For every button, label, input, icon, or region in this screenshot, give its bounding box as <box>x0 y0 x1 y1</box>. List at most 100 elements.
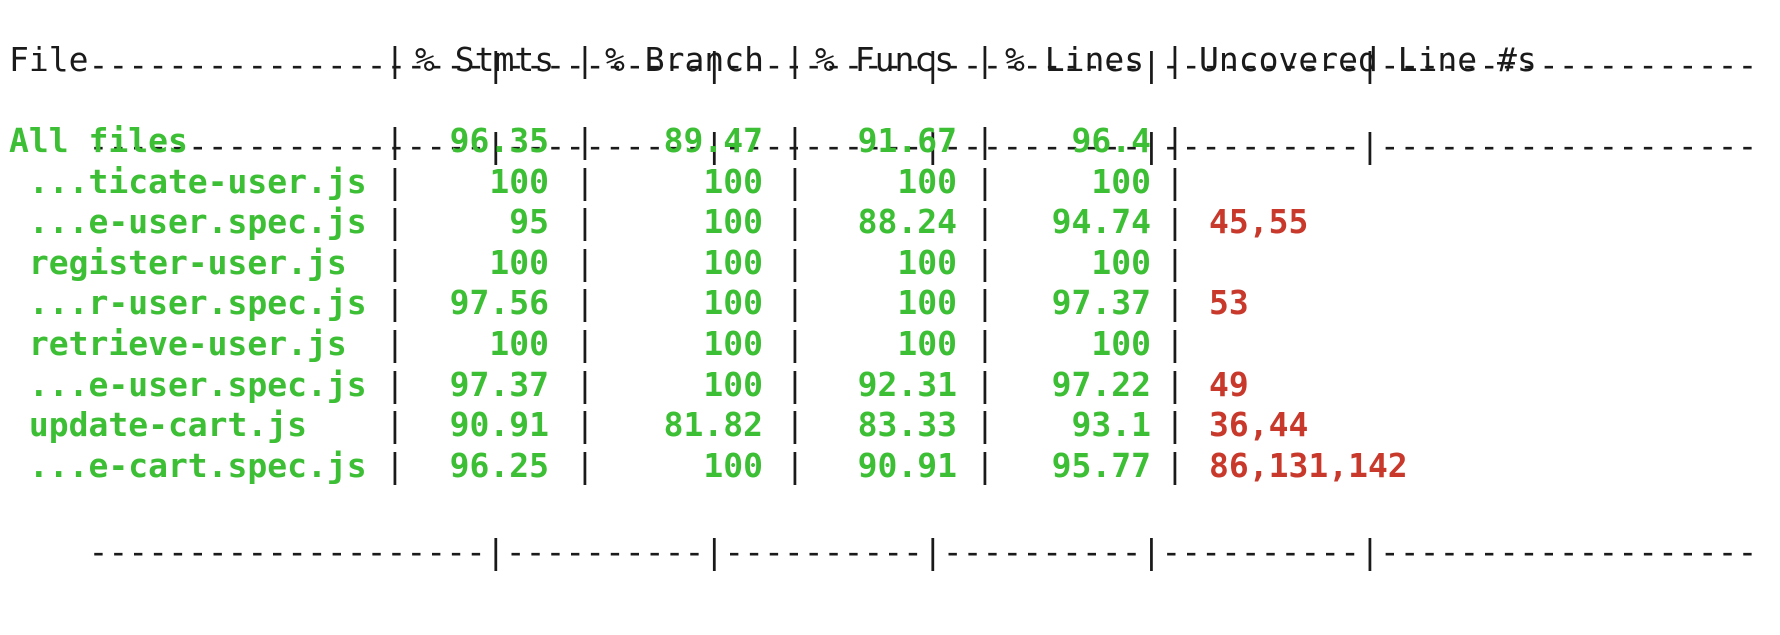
column-divider: | <box>385 161 405 201</box>
column-divider: | <box>1165 202 1185 242</box>
table-row: ...e-user.spec.js 95 100 88.24 94.74 45,55 | | |… <box>9 199 1769 245</box>
column-divider: | <box>785 364 805 404</box>
cell-branch: 100 <box>703 242 763 282</box>
cell-funcs: 90.91 <box>857 445 957 485</box>
cell-lines: 95.77 <box>1051 445 1151 485</box>
cell-file: ...r-user.spec.js <box>9 283 367 323</box>
header-uncovered: Uncovered Line #s <box>1199 40 1537 79</box>
table-row: ...e-user.spec.js 97.37 100 92.31 97.22 49 | | |… <box>9 362 1769 408</box>
cell-funcs: 100 <box>897 324 957 363</box>
cell-stmts: 96.25 <box>449 445 549 485</box>
table-row: retrieve-user.js 100 100 100 100 | | | | | <box>9 321 1769 367</box>
column-divider: | <box>975 324 995 363</box>
column-divider: | <box>785 283 805 323</box>
cell-lines: 100 <box>1091 242 1151 282</box>
table-row: ...r-user.spec.js 97.56 100 100 97.37 53 | | | | | <box>9 280 1769 326</box>
cell-funcs: 83.33 <box>857 405 957 445</box>
column-divider: | <box>1165 161 1185 201</box>
header-branch: % Branch <box>605 40 764 79</box>
column-divider: | <box>785 161 805 201</box>
coverage-report-terminal: --------------------|----------|--------… <box>9 37 1769 571</box>
column-divider: | <box>785 40 805 79</box>
table-row: All files 96.35 89.47 91.67 96.4 | | | | | <box>9 118 1769 164</box>
column-divider: | <box>385 445 405 485</box>
header-lines: % Lines <box>1005 40 1145 79</box>
column-divider: | <box>575 445 595 485</box>
cell-funcs: 100 <box>897 161 957 201</box>
column-divider: | <box>385 40 405 79</box>
column-divider: | <box>1165 445 1185 485</box>
cell-funcs: 91.67 <box>857 121 957 160</box>
column-divider: | <box>385 202 405 242</box>
column-divider: | <box>1165 364 1185 404</box>
cell-uncovered: 86,131,142 <box>1209 445 1408 485</box>
cell-stmts: 100 <box>489 161 549 201</box>
cell-stmts: 90.91 <box>449 405 549 445</box>
cell-lines: 97.22 <box>1051 364 1151 404</box>
table-header-row: File | % Stmts | % Branch | % Funcs | % … <box>9 37 1537 83</box>
column-divider: | <box>1165 121 1185 160</box>
table-row: ...ticate-user.js 100 100 100 100 | | | | | <box>9 159 1769 205</box>
cell-branch: 100 <box>703 202 763 242</box>
cell-lines: 93.1 <box>1071 405 1151 445</box>
cell-stmts: 100 <box>489 242 549 282</box>
cell-file: update-cart.js <box>9 405 308 445</box>
cell-branch: 89.47 <box>663 121 763 160</box>
column-divider: | <box>785 405 805 445</box>
cell-branch: 81.82 <box>663 405 763 445</box>
table-separator-header: --------------------|----------|--------… <box>9 77 1757 165</box>
cell-stmts: 95 <box>509 202 549 242</box>
column-divider: | <box>975 121 995 160</box>
cell-file: All files <box>9 121 188 160</box>
cell-stmts: 97.56 <box>449 283 549 323</box>
header-stmts: % Stmts <box>415 40 555 79</box>
cell-branch: 100 <box>703 364 763 404</box>
cell-funcs: 100 <box>897 242 957 282</box>
column-divider: | <box>1165 40 1185 79</box>
column-divider: | <box>785 242 805 282</box>
column-divider: | <box>575 324 595 363</box>
cell-uncovered: 49 <box>1209 364 1249 404</box>
cell-branch: 100 <box>703 161 763 201</box>
table-separator-bottom: --------------------|----------|--------… <box>9 483 1757 571</box>
column-divider: | <box>385 364 405 404</box>
column-divider: | <box>975 242 995 282</box>
column-divider: | <box>975 445 995 485</box>
column-divider: | <box>385 121 405 160</box>
column-divider: | <box>1165 283 1185 323</box>
table-row: register-user.js 100 100 100 100 | | | | | <box>9 240 1769 286</box>
column-divider: | <box>575 40 595 79</box>
cell-stmts: 97.37 <box>449 364 549 404</box>
column-divider: | <box>575 121 595 160</box>
cell-file: register-user.js <box>9 242 347 282</box>
cell-lines: 100 <box>1091 161 1151 201</box>
column-divider: | <box>575 161 595 201</box>
column-divider: | <box>575 242 595 282</box>
cell-funcs: 100 <box>897 283 957 323</box>
cell-lines: 94.74 <box>1051 202 1151 242</box>
column-divider: | <box>575 405 595 445</box>
cell-uncovered: 53 <box>1209 283 1249 323</box>
column-divider: | <box>1165 405 1185 445</box>
column-divider: | <box>1165 324 1185 363</box>
cell-uncovered: 36,44 <box>1209 405 1309 445</box>
column-divider: | <box>575 283 595 323</box>
column-divider: | <box>785 445 805 485</box>
table-row: update-cart.js 90.91 81.82 83.33 93.1 36,44 | |… <box>9 402 1769 448</box>
column-divider: | <box>785 324 805 363</box>
cell-stmts: 96.35 <box>449 121 549 160</box>
column-divider: | <box>785 121 805 160</box>
column-divider: | <box>975 40 995 79</box>
column-divider: | <box>385 324 405 363</box>
column-divider: | <box>785 202 805 242</box>
cell-uncovered: 45,55 <box>1209 202 1309 242</box>
cell-funcs: 88.24 <box>857 202 957 242</box>
cell-file: ...e-user.spec.js <box>9 202 367 242</box>
cell-branch: 100 <box>703 324 763 363</box>
column-divider: | <box>385 405 405 445</box>
cell-branch: 100 <box>703 283 763 323</box>
separator-line: --------------------|----------|--------… <box>88 126 1758 165</box>
column-divider: | <box>975 283 995 323</box>
cell-lines: 100 <box>1091 324 1151 363</box>
cell-funcs: 92.31 <box>857 364 957 404</box>
